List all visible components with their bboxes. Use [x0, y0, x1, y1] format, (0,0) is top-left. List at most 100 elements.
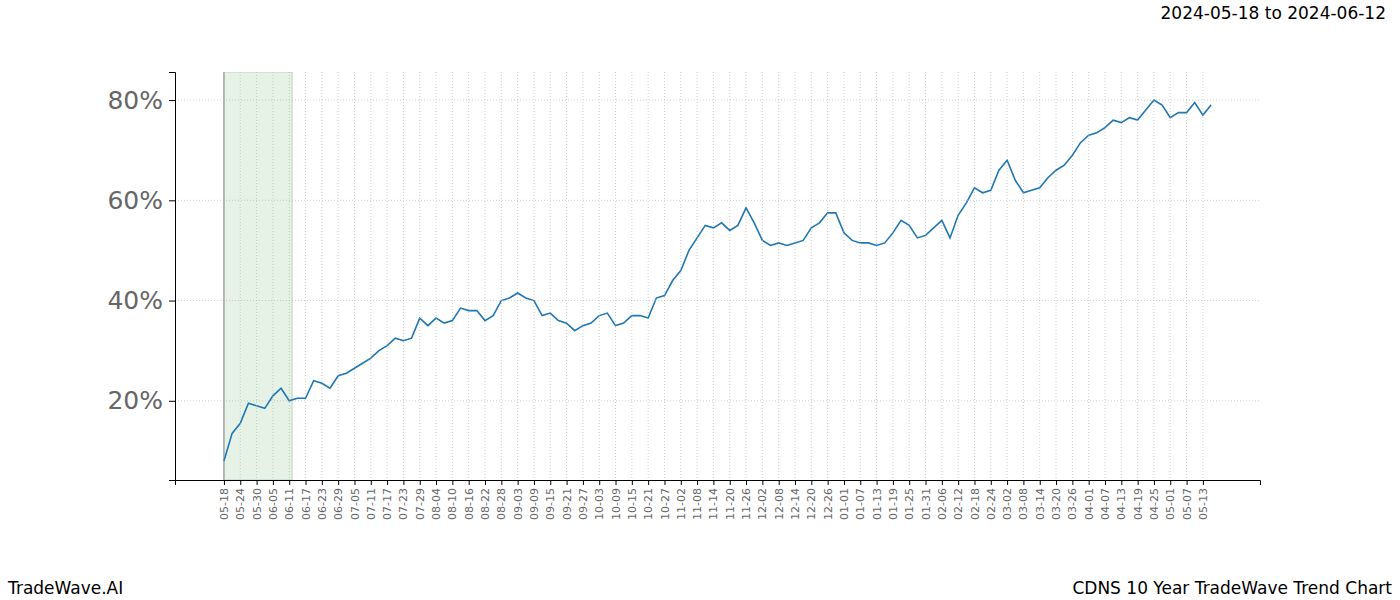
x-tick: 12-02	[756, 480, 769, 520]
x-tick: 04-25	[1148, 480, 1161, 520]
grid-line-x	[272, 72, 273, 480]
y-tick-label: 80%	[107, 86, 163, 115]
x-tick-label: 08-04	[430, 488, 443, 520]
x-tick: 08-28	[495, 480, 508, 520]
y-axis-line	[169, 73, 176, 481]
grid-line-x	[501, 72, 502, 480]
grid-line-x	[631, 72, 632, 480]
x-tick: 09-27	[577, 480, 590, 520]
x-tick-mark	[1154, 480, 1155, 485]
x-tick-mark	[795, 480, 796, 485]
grid-line-x	[1023, 72, 1024, 480]
x-tick: 10-21	[642, 480, 655, 520]
x-tick: 04-07	[1099, 480, 1112, 520]
x-tick: 05-30	[251, 480, 264, 520]
x-tick-label: 06-17	[300, 488, 313, 520]
x-tick-label: 06-23	[316, 488, 329, 520]
x-tick-label: 04-25	[1148, 488, 1161, 520]
y-tick: 20%	[107, 386, 175, 415]
x-tick: 09-03	[512, 480, 525, 520]
x-tick-mark	[811, 480, 812, 485]
x-tick-label: 06-05	[267, 488, 280, 520]
grid-line-x	[321, 72, 322, 480]
x-tick: 05-01	[1164, 480, 1177, 520]
grid-line-x	[419, 72, 420, 480]
grid-line-x	[599, 72, 600, 480]
x-tick-label: 10-15	[626, 488, 639, 520]
x-tick-label: 08-10	[446, 488, 459, 520]
x-tick-mark	[893, 480, 894, 485]
grid-line-x	[697, 72, 698, 480]
x-tick: 04-13	[1115, 480, 1128, 520]
x-tick-mark	[730, 480, 731, 485]
grid-line-x	[1007, 72, 1008, 480]
x-tick: 05-13	[1197, 480, 1210, 520]
grid-line-x	[1088, 72, 1089, 480]
x-tick-label: 03-14	[1034, 488, 1047, 520]
grid-line-x	[256, 72, 257, 480]
x-tick-mark	[1023, 480, 1024, 485]
x-tick-label: 05-24	[234, 488, 247, 520]
x-tick: 07-17	[381, 480, 394, 520]
x-tick: 05-18	[218, 480, 231, 520]
x-tick: 10-03	[593, 480, 606, 520]
x-tick: 08-16	[463, 480, 476, 520]
grid-line-x	[648, 72, 649, 480]
x-tick-label: 07-29	[414, 488, 427, 520]
x-tick-mark	[534, 480, 535, 485]
x-tick-mark	[697, 480, 698, 485]
x-tick: 10-27	[658, 480, 671, 520]
x-tick: 06-11	[283, 480, 296, 520]
x-tick: 02-06	[936, 480, 949, 520]
grid-line-x	[1186, 72, 1187, 480]
x-tick-mark	[289, 480, 290, 485]
x-tick-mark	[452, 480, 453, 485]
grid-line-y	[175, 300, 1260, 301]
x-tick: 05-07	[1181, 480, 1194, 520]
x-tick-mark	[664, 480, 665, 485]
x-tick-label: 09-03	[512, 488, 525, 520]
x-tick-label: 04-01	[1083, 488, 1096, 520]
y-axis: 20%40%60%80%	[107, 73, 175, 481]
x-tick: 04-01	[1083, 480, 1096, 520]
x-tick: 12-26	[822, 480, 835, 520]
x-tick-label: 03-08	[1017, 488, 1030, 520]
x-tick-mark	[371, 480, 372, 485]
x-tick-label: 12-20	[805, 488, 818, 520]
x-tick: 02-12	[952, 480, 965, 520]
x-tick-label: 09-27	[577, 488, 590, 520]
x-tick-mark	[991, 480, 992, 485]
x-tick: 03-08	[1017, 480, 1030, 520]
grid-line-x	[305, 72, 306, 480]
grid-line-x	[664, 72, 665, 480]
x-tick-mark	[1105, 480, 1106, 485]
grid-line-x	[452, 72, 453, 480]
grid-line-x	[1137, 72, 1138, 480]
x-tick: 02-24	[985, 480, 998, 520]
x-tick-label: 01-13	[871, 488, 884, 520]
x-tick-label: 03-26	[1066, 488, 1079, 520]
grid-line-x	[811, 72, 812, 480]
x-tick-label: 02-06	[936, 488, 949, 520]
x-tick-label: 10-09	[610, 488, 623, 520]
x-tick: 11-26	[740, 480, 753, 520]
x-tick-mark	[567, 480, 568, 485]
x-tick: 06-05	[267, 480, 280, 520]
x-tick: 03-14	[1034, 480, 1047, 520]
grid-line-x	[338, 72, 339, 480]
grid-line-x	[582, 72, 583, 480]
x-tick: 08-04	[430, 480, 443, 520]
grid-line-x	[370, 72, 371, 480]
x-tick-label: 11-26	[740, 488, 753, 520]
grid-line-x	[713, 72, 714, 480]
x-tick-mark	[387, 480, 388, 485]
grid-line-x	[795, 72, 796, 480]
y-tick-label: 20%	[107, 386, 163, 415]
x-tick: 01-13	[871, 480, 884, 520]
grid-line-x	[550, 72, 551, 480]
y-tick-mark	[169, 100, 175, 101]
x-tick-mark	[306, 480, 307, 485]
x-tick-label: 07-17	[381, 488, 394, 520]
x-tick-mark	[860, 480, 861, 485]
grid-line-x	[533, 72, 534, 480]
